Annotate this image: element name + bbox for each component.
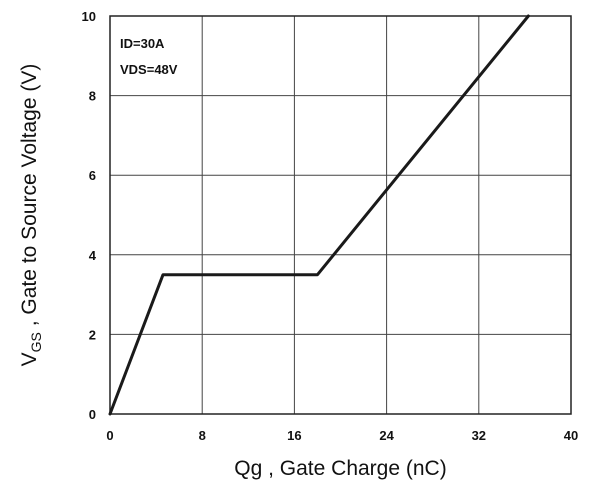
- y-tick-label: 8: [89, 89, 96, 104]
- y-tick-label: 0: [89, 407, 96, 422]
- annotation-text: VDS=48V: [120, 62, 178, 77]
- y-axis-title-subscript: GS: [28, 332, 44, 352]
- annotation-box: ID=30A VDS=48V: [120, 36, 178, 77]
- y-tick-label: 10: [82, 9, 96, 24]
- x-tick-label: 32: [472, 428, 486, 443]
- y-tick-label: 6: [89, 168, 96, 183]
- x-tick-label: 0: [106, 428, 113, 443]
- x-tick-label: 16: [287, 428, 301, 443]
- grid-layer: [110, 16, 571, 414]
- x-tick-label: 40: [564, 428, 578, 443]
- y-tick-label: 2: [89, 327, 96, 342]
- y-tick-label: 4: [89, 248, 97, 263]
- y-axis-title-prefix: V: [18, 352, 41, 366]
- vgs-curve: [108, 14, 530, 416]
- annotation-text: ID=30A: [120, 36, 165, 51]
- y-axis-title-suffix: , Gate to Source Voltage (V): [18, 64, 41, 332]
- x-tick-label: 24: [379, 428, 394, 443]
- x-tick-label: 8: [199, 428, 206, 443]
- y-axis-title: VGS , Gate to Source Voltage (V): [18, 64, 44, 367]
- series-layer: [108, 14, 530, 416]
- plot-frame: [109, 15, 572, 415]
- x-axis-title: Qg , Gate Charge (nC): [234, 457, 446, 480]
